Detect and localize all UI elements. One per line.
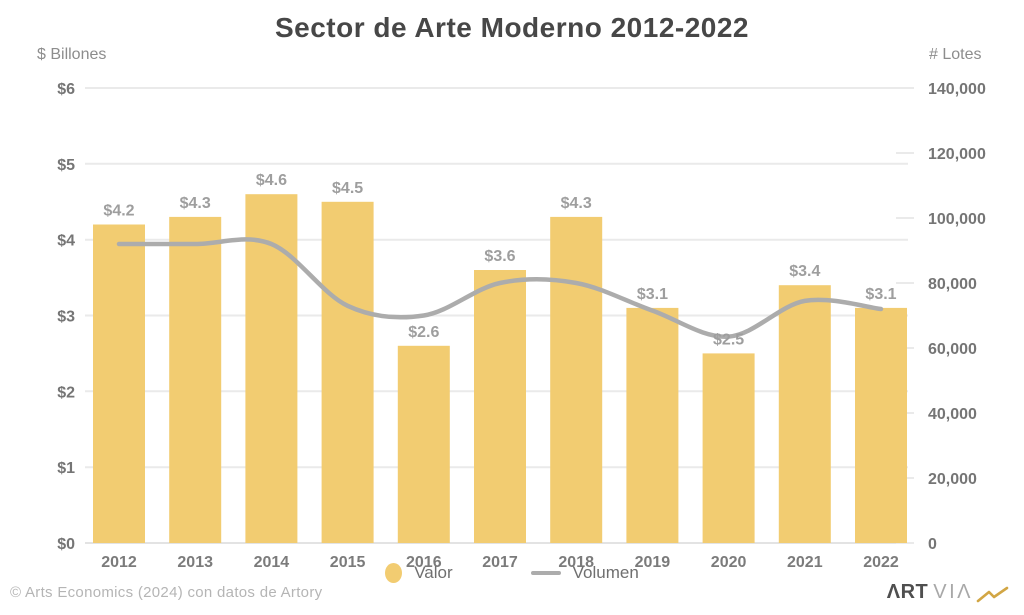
bar-value-label: $2.6 <box>408 324 439 341</box>
bar-value-label: $4.5 <box>332 180 363 197</box>
logo-art-text: ΛRT <box>886 580 929 603</box>
left-axis-tick: $6 <box>57 81 75 98</box>
bar-value-label: $2.5 <box>713 331 744 348</box>
left-axis-tick: $4 <box>57 233 75 250</box>
chart-title: Sector de Arte Moderno 2012-2022 <box>274 12 750 43</box>
bar-2017 <box>474 270 526 543</box>
bar-2013 <box>169 216 222 543</box>
bar-value-label: $4.2 <box>103 203 134 220</box>
left-axis-title: $ Billones <box>37 46 107 63</box>
bar-2016 <box>397 345 450 543</box>
bar-2015 <box>321 201 374 544</box>
legend-label-valor: Valor <box>414 563 453 582</box>
footer: © Arts Economics (2024) con datos de Art… <box>0 580 1024 604</box>
x-axis-label: 2019 <box>635 554 671 571</box>
bar-2012 <box>93 224 145 543</box>
bar-2021 <box>778 285 831 543</box>
logo-via-text: VIΛ <box>933 580 973 603</box>
right-axis-tick: 140,000 <box>928 81 986 98</box>
x-axis-label: 2018 <box>558 554 594 571</box>
x-axis-label: 2015 <box>330 554 366 571</box>
left-axis-tick: $1 <box>57 460 75 477</box>
legend: Valor Volumen <box>0 563 1024 583</box>
x-axis-label: 2013 <box>177 554 213 571</box>
legend-item-volumen: Volumen <box>530 563 639 583</box>
right-axis-tick: 120,000 <box>928 146 986 163</box>
bar-value-label: $4.3 <box>180 195 211 212</box>
artvia-logo: ΛRT VIΛ <box>887 580 1010 604</box>
x-axis-label: 2017 <box>482 554 518 571</box>
bar-2014 <box>245 194 298 543</box>
right-axis-tick: 100,000 <box>928 211 986 228</box>
x-axis-label: 2012 <box>101 554 137 571</box>
right-axis-tick: 0 <box>928 536 937 553</box>
right-axis-title: # Lotes <box>929 46 982 63</box>
bar-value-label: $3.4 <box>789 263 820 280</box>
bar-2020 <box>702 353 755 543</box>
right-axis-tick: 20,000 <box>928 471 977 488</box>
valor-swatch-icon <box>385 563 403 583</box>
left-axis-tick: $2 <box>57 384 75 401</box>
left-axis-tick: $3 <box>57 309 75 326</box>
right-axis-tick: 40,000 <box>928 406 977 423</box>
right-axis-tick: 60,000 <box>928 341 977 358</box>
x-axis-label: 2022 <box>863 554 899 571</box>
bar-value-label: $4.6 <box>256 172 287 189</box>
x-axis-label: 2020 <box>711 554 747 571</box>
bar-value-label: $4.3 <box>561 195 592 212</box>
volumen-swatch-icon <box>530 571 561 575</box>
copyright-text: © Arts Economics (2024) con datos de Art… <box>10 583 323 601</box>
left-axis-tick: $0 <box>57 536 75 553</box>
bar-2019 <box>626 307 679 543</box>
bar-value-label: $3.1 <box>637 286 668 303</box>
logo-zigzag-icon <box>976 586 1009 603</box>
right-axis-tick: 80,000 <box>928 276 977 293</box>
left-axis-tick: $5 <box>57 157 75 174</box>
legend-item-valor: Valor <box>385 563 453 583</box>
legend-label-volumen: Volumen <box>572 563 639 582</box>
volumen-line <box>116 237 884 339</box>
bar-2022 <box>855 307 907 543</box>
bar-value-label: $3.1 <box>865 286 896 303</box>
x-axis-label: 2021 <box>787 554 823 571</box>
bar-2018 <box>550 216 603 543</box>
x-axis-label: 2016 <box>406 554 442 571</box>
bar-value-label: $3.6 <box>484 248 515 265</box>
x-axis-label: 2014 <box>254 554 290 571</box>
